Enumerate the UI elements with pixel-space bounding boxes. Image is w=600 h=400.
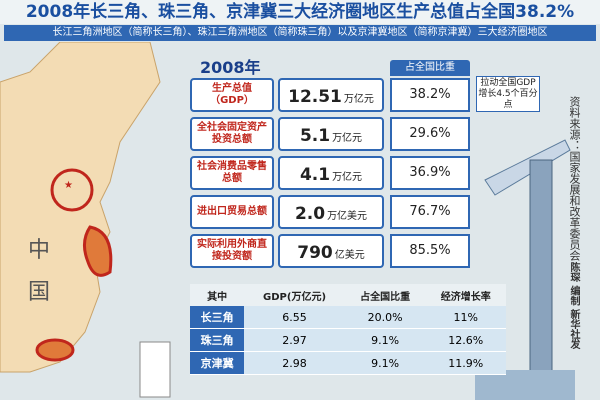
map: ★ [0,42,171,398]
region-csj [83,225,113,277]
title: 2008年长三角、珠三角、京津冀三大经济圈地区生产总值占全国38.2% [0,0,600,24]
subtitle: 长江三角洲地区（简称长三角）、珠江三角洲地区（简称珠三角）以及京津冀地区（简称京… [4,25,596,41]
table-cell: 11% [425,306,506,329]
table-cell: 2.97 [244,328,345,352]
value-number: 12.51 [288,87,342,107]
value-unit: 万亿元 [343,94,374,105]
table-cell: 9.1% [344,351,426,375]
row-value: 12.51 万亿元 [278,78,384,112]
row-share: 36.9% [390,156,470,190]
summary-row: 全社会固定资产投资总额 5.1 万亿元 29.6% [190,117,472,151]
summary-row: 进出口贸易总额 2.0 万亿美元 76.7% [190,195,472,229]
value-unit: 万亿元 [332,133,363,144]
inset [139,341,171,398]
table-cell: 20.0% [344,306,426,329]
map-label: 中 [28,238,51,263]
table-header: 占全国比重 [344,284,426,306]
row-share: 29.6% [390,117,470,151]
capital-star: ★ [64,180,73,191]
row-value: 4.1 万亿元 [278,156,384,190]
table-cell: 京津冀 [190,351,245,375]
row-label: 全社会固定资产投资总额 [190,117,274,151]
table-header: GDP(万亿元) [244,284,345,306]
crane-tower [529,159,553,381]
row-value: 790 亿美元 [278,234,384,268]
value-unit: 万亿元 [332,172,363,183]
crane [475,139,575,400]
summary-row: 社会消费品零售总额 4.1 万亿元 36.9% [190,156,472,190]
row-label: 进出口贸易总额 [190,195,274,229]
map-label: 国 [28,280,51,305]
table-cell: 长三角 [190,306,245,329]
row-share: 38.2% [390,78,470,112]
row-value: 5.1 万亿元 [278,117,384,151]
row-label: 生产总值（GDP） [190,78,274,112]
table-cell: 11.9% [425,351,506,375]
row-label: 社会消费品零售总额 [190,156,274,190]
table-cell: 9.1% [344,328,426,352]
water [475,370,575,400]
table-row: 珠三角 2.97 9.1% 12.6% [190,328,506,352]
region-table: 其中 GDP(万亿元) 占全国比重 经济增长率 长三角 6.55 20.0% 11% 珠三角 2.… [190,284,506,375]
row-share: 85.5% [390,234,470,268]
crane-arm [484,139,571,196]
source: 资料来源：国家发展和改革委员会 [568,96,581,261]
row-value: 2.0 万亿美元 [278,195,384,229]
year: 2008年 [200,58,261,77]
note: 拉动全国GDP增长4.5个百分点 [476,76,540,112]
table-cell: 12.6% [425,328,506,352]
summary-row: 生产总值（GDP） 12.51 万亿元 38.2% [190,78,472,112]
row-label: 实际利用外商直接投资额 [190,234,274,268]
table-header: 经济增长率 [425,284,506,306]
value-number: 790 [297,243,333,263]
table-cell: 珠三角 [190,328,245,352]
region-jjj [50,168,94,212]
value-unit: 亿美元 [334,250,365,261]
table-row: 长三角 6.55 20.0% 11% [190,306,506,329]
table-row: 京津冀 2.98 9.1% 11.9% [190,351,506,375]
value-unit: 万亿美元 [327,211,368,222]
value-number: 4.1 [299,165,331,185]
credit: 陈琛 编制 新华社发 [568,262,579,349]
share-header: 占全国比重 [390,60,470,76]
summary-row: 实际利用外商直接投资额 790 亿美元 85.5% [190,234,472,268]
table-header: 其中 [190,284,245,306]
row-share: 76.7% [390,195,470,229]
table-cell: 2.98 [244,351,345,375]
value-number: 5.1 [299,126,331,146]
table-cell: 6.55 [244,306,345,329]
region-zsj [35,338,75,362]
value-number: 2.0 [294,204,326,224]
